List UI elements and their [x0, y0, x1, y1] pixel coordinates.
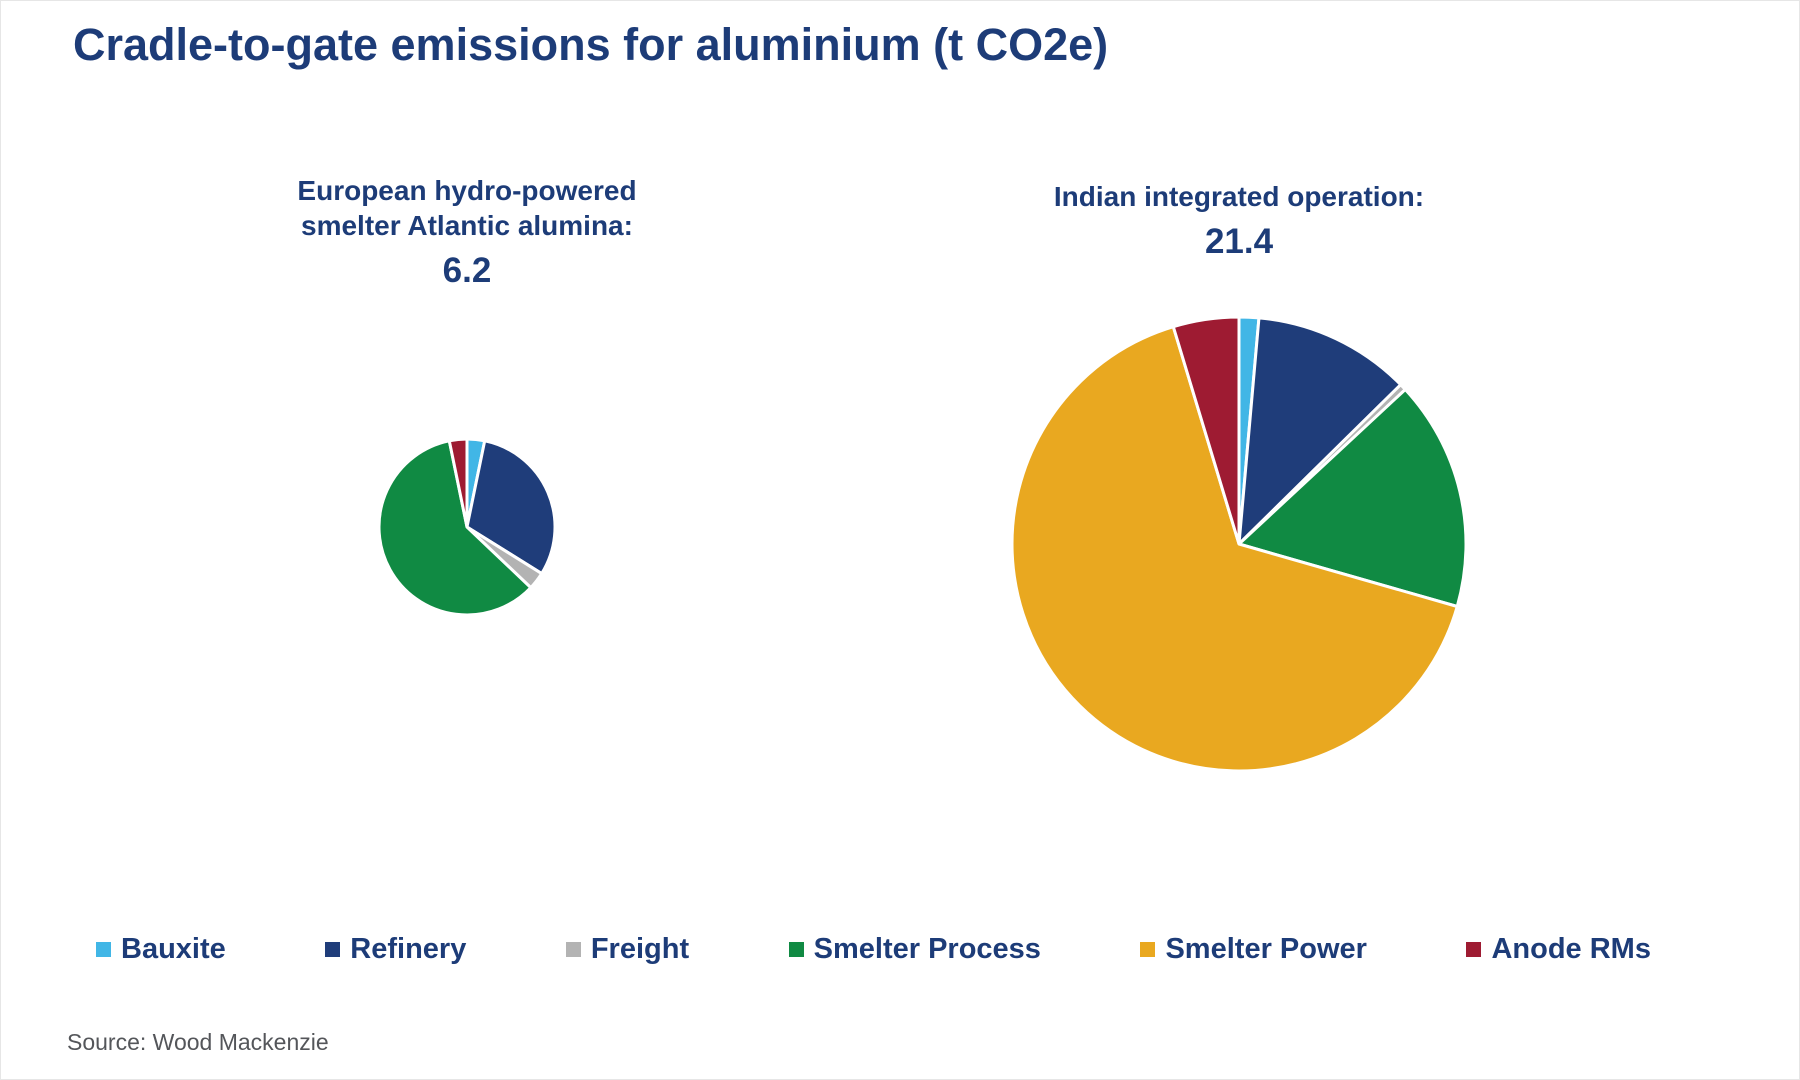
left-pie-caption: European hydro-powered smelter Atlantic …	[257, 173, 677, 291]
legend-swatch-smelter-power	[1140, 942, 1156, 957]
pie-slice-refinery	[1237, 316, 1403, 546]
legend-label: Refinery	[350, 933, 467, 965]
legend-item-refinery: Refinery	[325, 933, 466, 966]
legend-item-smelter-power: Smelter Power	[1140, 933, 1367, 966]
pie-slice-smelter-process	[1237, 387, 1468, 608]
legend-label: Bauxite	[121, 933, 226, 965]
legend-swatch-freight	[565, 942, 581, 957]
right-pie-chart	[1010, 315, 1468, 773]
legend-swatch-smelter-process	[788, 942, 804, 957]
legend-item-smelter-process: Smelter Process	[788, 933, 1041, 966]
left-pie-total: 6.2	[442, 251, 492, 290]
pie-slice-smelter-power	[1010, 325, 1459, 773]
right-pie-label: Indian integrated operation:	[1053, 181, 1425, 212]
legend-label: Freight	[590, 933, 690, 965]
left-pie-label: European hydro-powered smelter Atlantic …	[297, 175, 637, 241]
legend-swatch-bauxite	[96, 942, 111, 957]
legend-item-anode-rms: Anode RMs	[1466, 933, 1651, 966]
legend-swatch-anode-rms	[1466, 942, 1482, 957]
right-pie-caption: Indian integrated operation: 21.4	[939, 179, 1539, 262]
legend-label: Smelter Process	[813, 933, 1041, 965]
pie-slice-anode-rms	[447, 437, 469, 529]
legend: Bauxite Refinery Freight Smelter Process Sme…	[96, 933, 1651, 966]
chart-title: Cradle-to-gate emissions for aluminium (…	[73, 19, 1109, 70]
legend-swatch-refinery	[325, 942, 341, 957]
pie-slice-anode-rms	[1171, 315, 1241, 546]
legend-label: Anode RMs	[1491, 933, 1651, 965]
right-pie-total: 21.4	[1204, 222, 1274, 261]
legend-item-bauxite: Bauxite	[96, 933, 226, 966]
legend-label: Smelter Power	[1165, 933, 1367, 965]
legend-item-freight: Freight	[565, 933, 690, 966]
source-note: Source: Wood Mackenzie	[67, 1029, 329, 1055]
left-pie-chart	[377, 437, 557, 617]
pie-slice-smelter-process	[377, 439, 533, 617]
